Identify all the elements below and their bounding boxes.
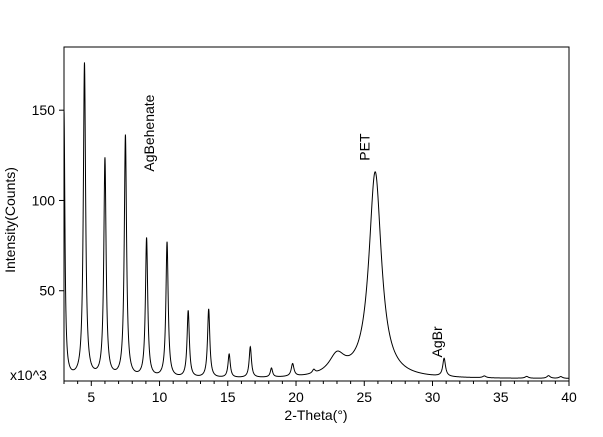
x-axis-ticks: 5 10 15 20 25 30 35 40 (63, 381, 577, 405)
x-tick-label: 15 (220, 389, 236, 405)
peak-annotation-label: PET (357, 133, 373, 161)
peak-annotations: AgBehenate PET AgBr (141, 94, 445, 357)
y-tick-label: 150 (32, 102, 56, 118)
peak-annotation-label: AgBr (429, 326, 445, 357)
x-tick-label: 30 (425, 389, 441, 405)
x-tick-label: 20 (288, 389, 304, 405)
peak-annotation-label: AgBehenate (141, 94, 157, 171)
diffraction-pattern-line (63, 62, 570, 379)
x-axis-title: 2-Theta(°) (284, 407, 347, 423)
x-tick-label: 35 (493, 389, 509, 405)
x-tick-label: 5 (87, 389, 95, 405)
y-tick-label: 50 (39, 283, 55, 299)
y-axis-title: Intensity(Counts) (2, 167, 18, 273)
x-tick-label: 40 (561, 389, 577, 405)
x-tick-label: 25 (356, 389, 372, 405)
x-tick-label: 10 (152, 389, 168, 405)
plot-frame (63, 46, 570, 382)
y-tick-label: 100 (32, 192, 56, 208)
y-axis-ticks: 50 100 150 (32, 102, 64, 299)
y-multiplier-label: x10^3 (10, 367, 47, 383)
